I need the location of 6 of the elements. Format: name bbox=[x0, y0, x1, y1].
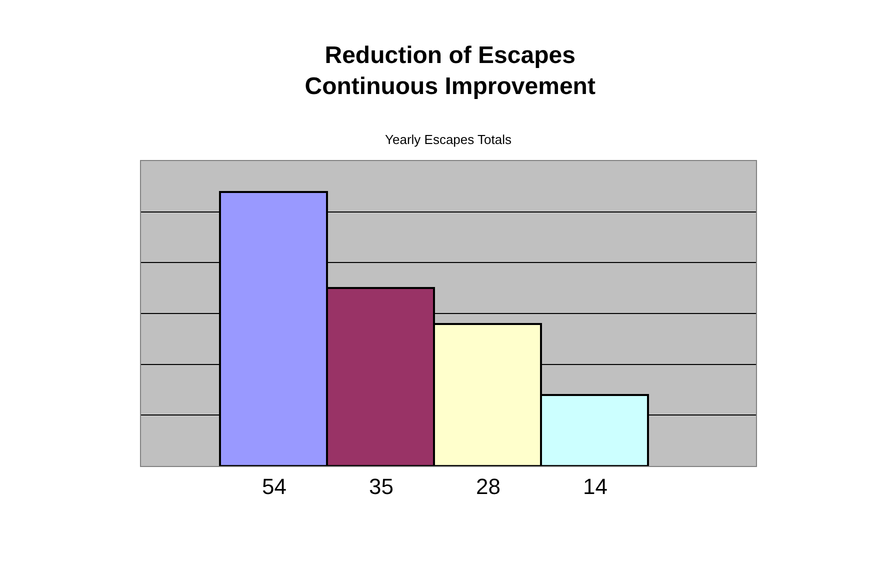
data-label: 54 bbox=[262, 474, 286, 499]
chart-subtitle: Yearly Escapes Totals bbox=[385, 132, 512, 147]
chart-title: Reduction of Escapes Continuous Improvement bbox=[304, 42, 596, 100]
data-label: 14 bbox=[583, 474, 608, 499]
data-label: 35 bbox=[369, 474, 394, 499]
data-label: 28 bbox=[476, 474, 500, 499]
